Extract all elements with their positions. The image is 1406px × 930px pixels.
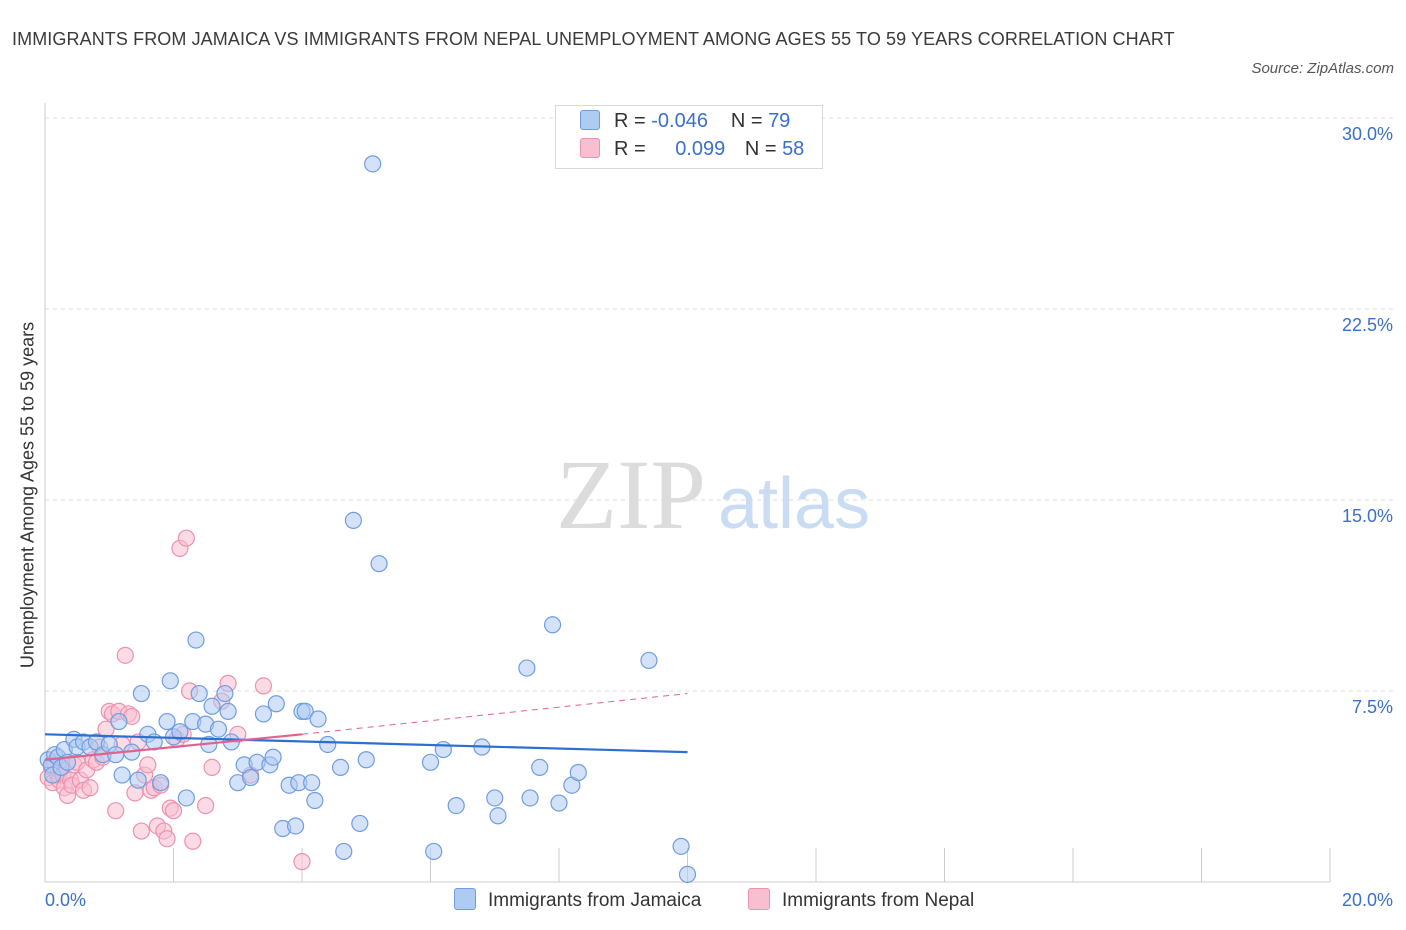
jamaica-point (264, 748, 282, 766)
bottom-legend-jamaica: Immigrants from Jamaica (454, 888, 701, 912)
nepal-point (116, 646, 134, 664)
jamaica-point (678, 865, 697, 883)
bottom-legend-nepal: Immigrants from Nepal (748, 888, 974, 912)
jamaica-point (344, 511, 362, 529)
jamaica-n-value: 79 (768, 110, 791, 132)
nepal-legend-label: Immigrants from Nepal (782, 890, 975, 911)
jamaica-r-value: -0.046 (651, 110, 708, 132)
jamaica-point (531, 758, 549, 777)
jamaica-point (335, 842, 353, 861)
jamaica-point (152, 774, 170, 792)
jamaica-point (306, 791, 324, 810)
jamaica-point (177, 789, 195, 807)
jamaica-point (216, 684, 234, 703)
x-tick-label: 20.0% (1341, 890, 1393, 910)
stats-legend: R = -0.046 N = 79 R = 0.099 N = 58 (555, 105, 823, 169)
nepal-n-value: 58 (782, 138, 805, 160)
jamaica-point (219, 702, 237, 720)
y-tick-label: 30.0% (1341, 124, 1393, 144)
jamaica-point (543, 616, 562, 634)
jamaica-point (187, 631, 205, 649)
jamaica-point (521, 789, 539, 807)
jamaica-point (132, 684, 150, 703)
watermark: ZIP atlas (556, 439, 870, 550)
jamaica-trendline (44, 733, 688, 754)
y-tick-label: 7.5% (1351, 697, 1393, 717)
nepal-legend-swatch (748, 888, 770, 910)
jamaica-point (421, 753, 440, 771)
watermark-atlas: atlas (718, 464, 870, 544)
nepal-trendline-extension (301, 693, 688, 735)
jamaica-point (640, 651, 658, 670)
legend-row-nepal: R = 0.099 N = 58 (580, 138, 804, 166)
y-tick-label: 22.5% (1341, 315, 1393, 335)
jamaica-point (267, 695, 285, 713)
legend-row-jamaica: R = -0.046 N = 79 (580, 110, 790, 138)
grid (45, 117, 1395, 692)
jamaica-point (161, 672, 179, 690)
jamaica-point (489, 807, 507, 825)
nepal-point (81, 779, 99, 797)
jamaica-point (171, 723, 189, 741)
jamaica-point (447, 796, 465, 815)
watermark-zip: ZIP (556, 439, 706, 550)
r-label: R = (614, 138, 646, 160)
jamaica-point (209, 720, 228, 738)
jamaica-point (550, 794, 568, 812)
jamaica-point (672, 837, 690, 855)
y-tick-label: 15.0% (1341, 506, 1393, 526)
jamaica-point (203, 697, 221, 715)
nepal-point (132, 822, 150, 840)
jamaica-point (357, 751, 375, 769)
jamaica-point (569, 763, 587, 782)
jamaica-point (370, 555, 388, 573)
r-label: R = (614, 110, 646, 132)
jamaica-point (286, 817, 305, 835)
jamaica-point (486, 789, 504, 807)
jamaica-point (331, 758, 350, 777)
nepal-point (203, 758, 221, 777)
nepal-trendline (44, 733, 303, 761)
jamaica-point (190, 684, 208, 703)
nepal-point (184, 832, 202, 850)
trendlines (44, 693, 688, 761)
nepal-point (139, 756, 157, 774)
jamaica-point (254, 705, 273, 723)
n-label: N = (730, 110, 763, 132)
nepal-point (254, 677, 273, 695)
jamaica-point (113, 766, 131, 784)
jamaica-point (319, 735, 337, 754)
nepal-point (197, 796, 215, 815)
nepal-point (293, 853, 311, 871)
jamaica-point (303, 774, 321, 792)
jamaica-point (242, 768, 260, 787)
nepal-point (107, 802, 125, 820)
jamaica-legend-label: Immigrants from Jamaica (488, 890, 702, 911)
jamaica-point (158, 712, 176, 731)
chart-title: IMMIGRANTS FROM JAMAICA VS IMMIGRANTS FR… (12, 29, 1175, 49)
n-label: N = (744, 138, 777, 160)
nepal-r-value: 0.099 (675, 138, 726, 160)
jamaica-point (129, 771, 147, 789)
source-label: Source: ZipAtlas.com (1251, 60, 1394, 77)
jamaica-point (107, 746, 125, 764)
nepal-point (164, 802, 183, 820)
jamaica-point (296, 702, 314, 720)
y-axis-label: Unemployment Among Ages 55 to 59 years (17, 321, 38, 669)
jamaica-point (425, 842, 443, 861)
nepal-point (158, 830, 176, 848)
jamaica-legend-swatch (454, 888, 476, 910)
jamaica-point (434, 740, 452, 759)
jamaica-swatch (580, 110, 600, 130)
jamaica-point (518, 659, 536, 677)
nepal-swatch (580, 138, 600, 158)
jamaica-point (351, 814, 369, 833)
jamaica-point (364, 155, 382, 173)
nepal-point (177, 529, 195, 547)
jamaica-point (110, 712, 128, 731)
x-tick-label: 0.0% (45, 890, 87, 910)
jamaica-point (309, 710, 327, 728)
